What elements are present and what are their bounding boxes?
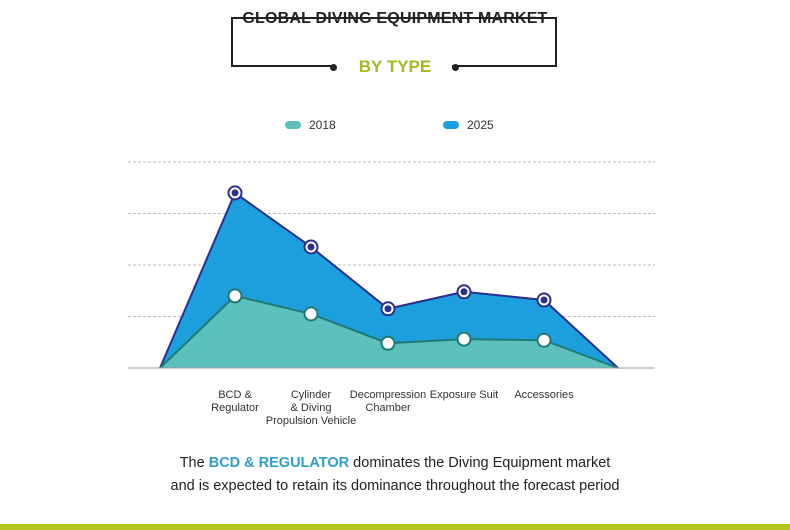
caption-line-2: and is expected to retain its dominance …: [170, 478, 620, 494]
x-tick-label: BCD & Regulator: [211, 389, 259, 414]
caption-highlight: BCD & REGULATOR: [208, 455, 350, 471]
x-tick-label: Decompression Chamber: [350, 389, 426, 414]
point-2018: [227, 288, 243, 304]
x-tick-label: Cylinder & Diving Propulsion Vehicle: [266, 389, 357, 427]
x-tick-label: Accessories: [514, 389, 574, 401]
legend-item-2025: 2025: [443, 118, 494, 132]
legend-label-2025: 2025: [467, 118, 494, 132]
bottom-accent-bar: [0, 524, 790, 530]
area-chart: BCD & Regulator Cylinder & Diving Propulsion…: [128, 161, 655, 427]
point-2018: [303, 306, 319, 322]
chart-subtitle: BY TYPE: [358, 57, 432, 76]
caption-after: dominates the Diving Equipment market: [349, 455, 611, 471]
point-2018: [456, 331, 472, 347]
subtitle-left-dot: [330, 64, 337, 71]
subtitle-right-dot: [452, 64, 459, 71]
point-core-2025: [307, 243, 315, 251]
caption-before: The: [179, 455, 209, 471]
chart-title: GLOBAL DIVING EQUIPMENT MARKET: [242, 10, 548, 27]
point-2018: [380, 335, 396, 351]
legend-swatch-2018: [285, 121, 301, 129]
legend-swatch-2025: [443, 121, 459, 129]
caption-line-1: The BCD & REGULATOR dominates the Diving…: [0, 455, 790, 471]
point-core-2025: [460, 288, 468, 296]
legend-item-2018: 2018: [285, 118, 336, 132]
subtitle-mask: [336, 56, 452, 80]
point-core-2025: [384, 305, 392, 313]
x-tick-label: Exposure Suit: [430, 389, 498, 401]
point-core-2025: [540, 296, 548, 304]
point-2018: [536, 332, 552, 348]
area-2018: [160, 295, 618, 368]
point-core-2025: [231, 189, 239, 197]
legend-label-2018: 2018: [309, 118, 336, 132]
